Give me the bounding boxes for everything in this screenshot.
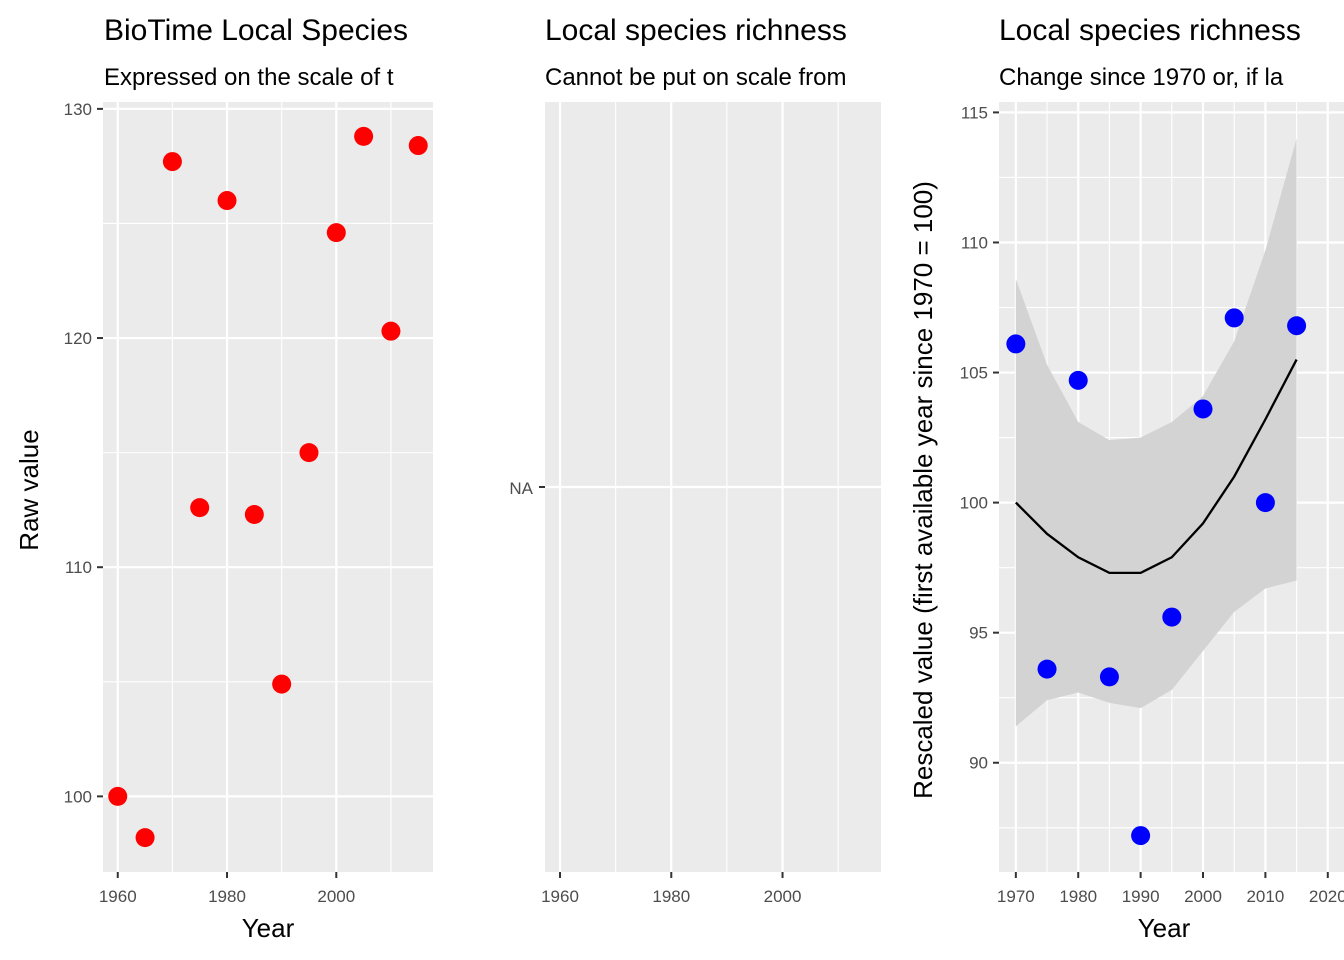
plot-area-3: 1970 1980 1990 2000 2010 2020 90 95 100 105 110 115 [960,102,1344,906]
x-tick-label: 2020 [1309,887,1344,906]
x-tick-label: 1960 [541,887,579,906]
title-block-3: Local species richness Change since 1970… [999,14,1301,91]
axes: 1960 1980 2000 NA [509,479,801,906]
data-point [1162,607,1182,627]
y-tick-label: NA [509,479,533,498]
y-axis-title: Rescaled value (first available year sin… [908,181,938,799]
chart-subtitle: Cannot be put on scale from [545,64,847,91]
data-point [381,321,401,341]
data-point [190,498,210,518]
data-point [408,136,428,156]
data-point [354,126,374,146]
y-axis-title: Raw value [14,429,44,550]
y-tick-label: 130 [64,100,92,119]
y-tick-label: 105 [960,364,988,383]
title-block-1: BioTime Local Species Expressed on the s… [104,14,408,91]
plot-marks [108,126,428,848]
x-tick-label: 1970 [997,887,1035,906]
axes: 1970 1980 1990 2000 2010 2020 90 95 100 105 110 115 [960,103,1344,906]
plot-area-1: 1960 1980 2000 100 110 120 130 [64,100,433,906]
smooth-line [1015,359,1298,574]
data-point [1006,334,1026,354]
y-tick-label: 120 [64,329,92,348]
chart-subtitle: Change since 1970 or, if la [999,64,1284,91]
y-tick-label: 115 [961,103,988,122]
chart-panel-2: Local species richness Cannot be put on … [509,14,881,906]
data-point [1131,826,1151,846]
y-tick-label: 100 [64,787,92,806]
chart-title: Local species richness [545,14,847,47]
data-point [1255,493,1275,513]
y-tick-label: 110 [65,558,92,577]
chart-title: BioTime Local Species [104,14,408,47]
data-point [244,505,264,524]
data-point [326,223,346,243]
x-tick-label: 1980 [1059,887,1097,906]
y-tick-label: 90 [969,754,988,773]
y-tick-label: 95 [969,624,988,643]
chart-panel-3: Local species richness Change since 1970… [908,14,1344,943]
y-tick-label: 110 [961,233,988,252]
x-tick-label: 2000 [1184,887,1222,906]
x-tick-label: 1980 [208,887,246,906]
data-point [1224,308,1244,328]
data-point [1068,370,1088,390]
panel-background [103,102,433,872]
chart-title: Local species richness [999,14,1301,47]
chart-panel-1: BioTime Local Species Expressed on the s… [14,14,433,943]
data-point [1037,659,1057,679]
x-tick-label: 2010 [1246,887,1284,906]
plot-area-2: 1960 1980 2000 NA [509,102,881,906]
x-tick-label: 1980 [652,887,690,906]
x-axis-title: Year [242,913,295,943]
data-point [1287,316,1307,336]
x-axis-title: Year [1138,913,1191,943]
y-tick-label: 100 [960,494,988,513]
x-tick-label: 2000 [764,887,802,906]
title-block-2: Local species richness Cannot be put on … [545,14,847,91]
data-point [1099,667,1119,687]
x-tick-label: 1960 [99,887,137,906]
data-point [135,828,155,848]
grid-lines [545,102,881,872]
data-point [272,674,292,694]
data-point [108,786,128,806]
data-point [299,443,319,463]
axes: 1960 1980 2000 100 110 120 130 [64,100,356,906]
data-point [217,191,237,211]
data-point [162,152,182,172]
data-point [1193,399,1213,419]
confidence-band [1015,138,1297,727]
chart-subtitle: Expressed on the scale of t [104,64,394,91]
x-tick-label: 1990 [1122,887,1160,906]
x-tick-label: 2000 [317,887,355,906]
plot-marks [1006,138,1307,846]
